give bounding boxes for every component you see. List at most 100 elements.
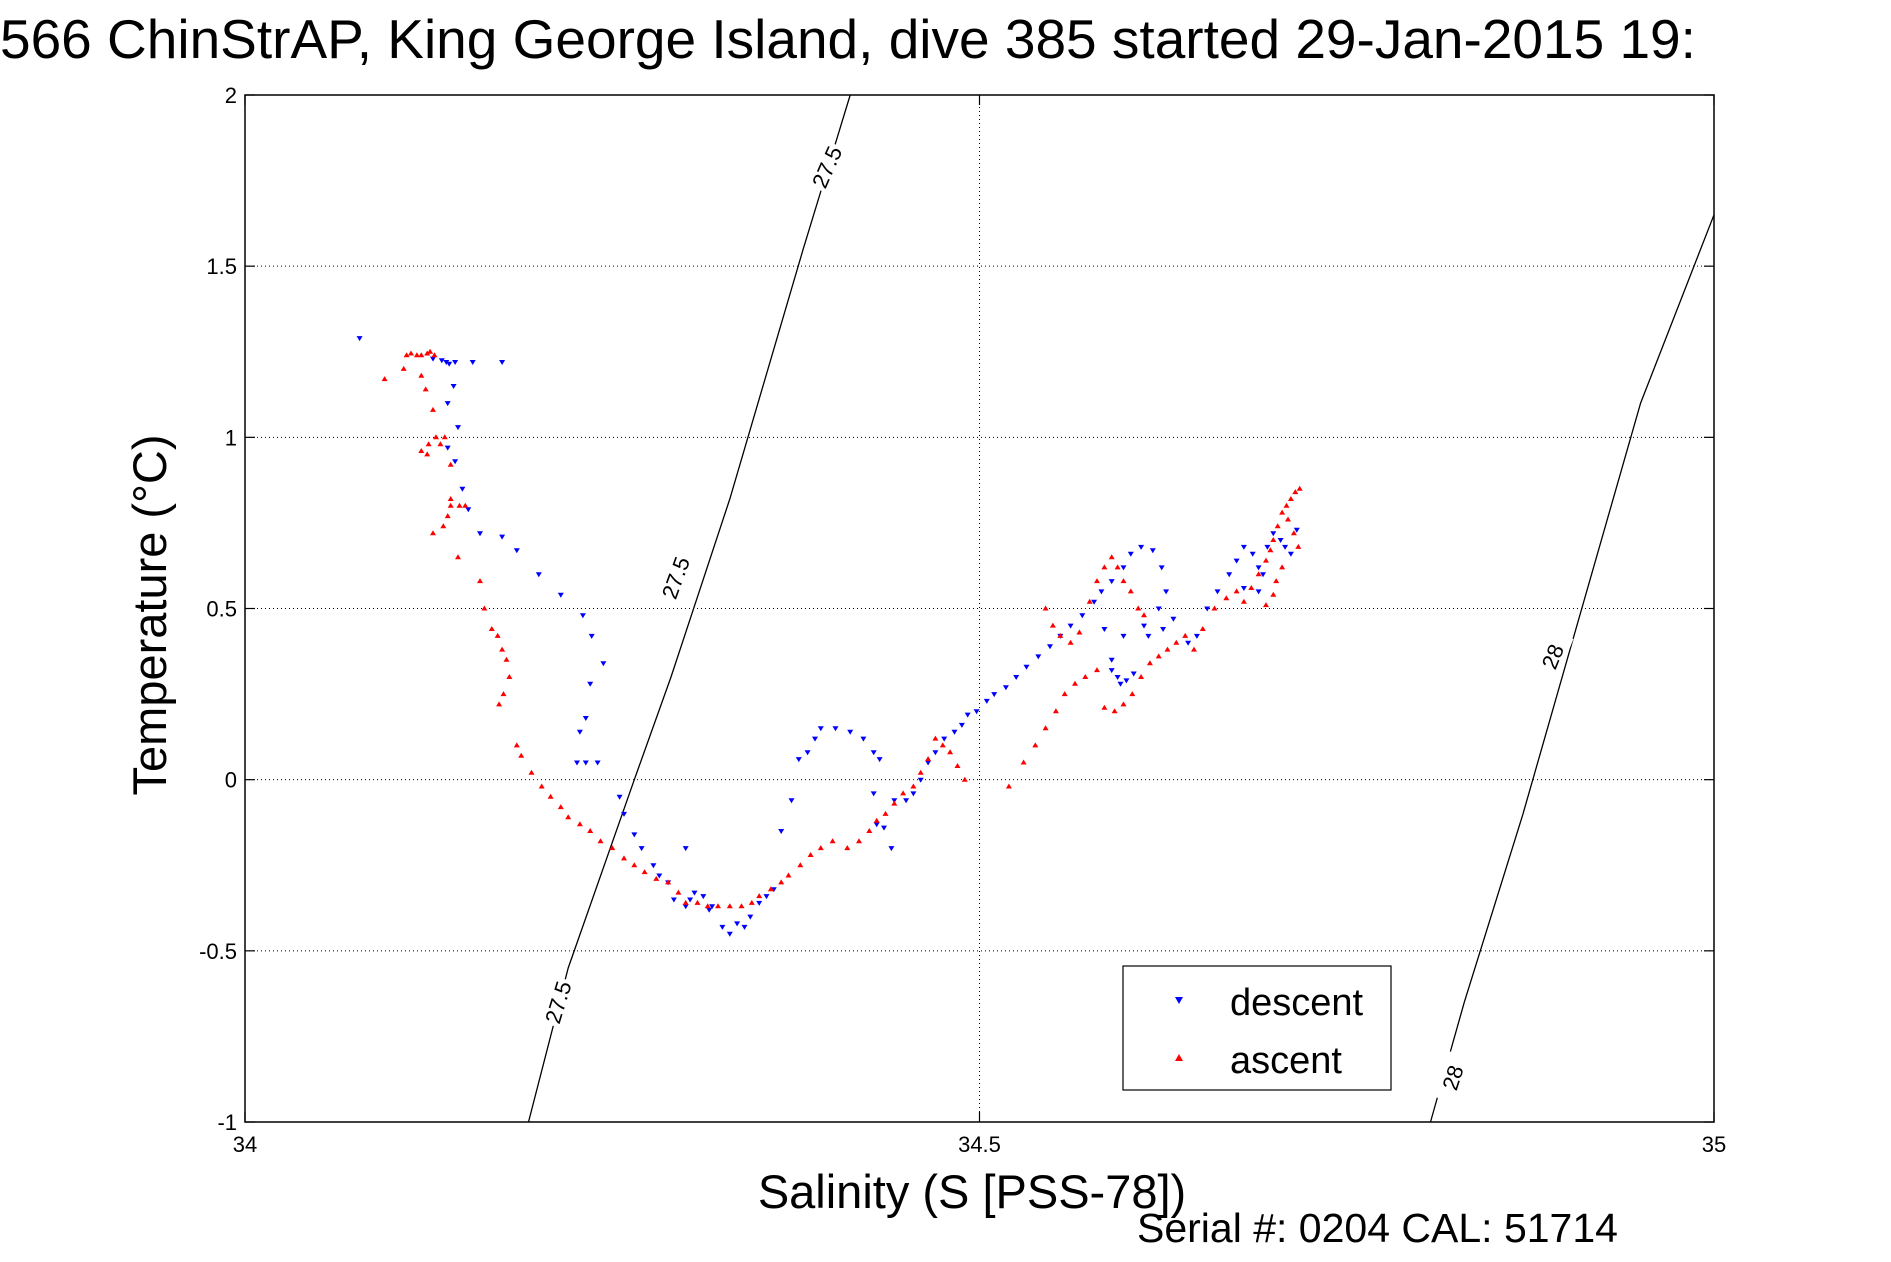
- ascent-point: [631, 862, 638, 868]
- ascent-point: [462, 502, 469, 508]
- ascent-point: [900, 790, 907, 796]
- ascent-point: [1146, 660, 1153, 666]
- descent-point: [1145, 633, 1152, 639]
- descent-point: [557, 592, 564, 598]
- ascent-point: [1129, 691, 1136, 697]
- descent-point: [870, 791, 877, 797]
- ascent-point: [1067, 639, 1074, 645]
- ascent-point: [496, 701, 503, 707]
- descent-point: [1117, 681, 1124, 687]
- descent-point: [430, 356, 436, 362]
- descent-point: [1108, 579, 1115, 585]
- descent-point: [1108, 668, 1115, 674]
- descent-point: [1108, 657, 1115, 663]
- ascent-point: [444, 513, 451, 519]
- ascent-point: [1135, 605, 1142, 611]
- contour-label-bg: [654, 550, 696, 605]
- descent-point: [576, 729, 583, 735]
- descent-point: [795, 757, 802, 763]
- descent-point: [1255, 565, 1262, 571]
- ascent-point: [1287, 496, 1294, 501]
- ascent-point: [1020, 759, 1027, 765]
- legend-ascent-label: ascent: [1230, 1040, 1342, 1082]
- descent-point: [1240, 544, 1247, 550]
- ascent-point: [506, 674, 513, 679]
- descent-point: [1013, 675, 1020, 680]
- descent-point: [1035, 654, 1042, 660]
- ascent-point: [597, 838, 604, 844]
- descent-point: [588, 633, 595, 639]
- ascent-point: [947, 749, 954, 755]
- ascent-point: [778, 879, 785, 885]
- ascent-point: [488, 626, 495, 631]
- descent-point: [917, 777, 924, 783]
- descent-point: [682, 904, 689, 910]
- ascent-point: [447, 496, 454, 501]
- descent-point: [446, 361, 453, 367]
- descent-point: [1277, 538, 1284, 543]
- ascent-point: [456, 502, 463, 508]
- ascent-point: [1120, 578, 1127, 584]
- ascent-point: [425, 441, 432, 447]
- descent-point: [1293, 527, 1300, 533]
- ascent-point: [807, 852, 814, 857]
- descent-point: [535, 572, 542, 578]
- descent-point: [1067, 623, 1074, 629]
- descent-point: [1233, 558, 1240, 564]
- ascent-point: [1270, 591, 1277, 597]
- contour-line-28: [1429, 214, 1715, 1123]
- ascent-point: [408, 350, 414, 356]
- y-tick-label: 2: [225, 83, 237, 108]
- ascent-point: [797, 862, 804, 868]
- descent-point: [621, 811, 627, 817]
- descent-point: [450, 384, 457, 389]
- descent-point: [983, 698, 990, 704]
- ascent-point: [557, 804, 564, 810]
- descent-point: [452, 360, 459, 365]
- ascent-point: [856, 838, 862, 844]
- descent-point: [1255, 589, 1262, 595]
- ascent-point: [1248, 585, 1255, 590]
- descent-point: [910, 791, 917, 797]
- descent-point: [582, 760, 589, 766]
- ascent-point: [1292, 489, 1299, 495]
- ascent-point: [1290, 530, 1297, 536]
- ascent-point: [403, 352, 410, 358]
- descent-point: [763, 894, 770, 900]
- x-axis-label: Salinity (S [PSS-78]): [758, 1165, 1186, 1218]
- ascent-point: [430, 406, 436, 412]
- descent-point: [1282, 544, 1289, 550]
- ascent-point: [1240, 598, 1247, 604]
- descent-point: [574, 760, 580, 766]
- legend: descent ascent: [1122, 965, 1392, 1091]
- ascent-point: [829, 838, 836, 844]
- ascent-point: [499, 646, 506, 652]
- ascent-point: [882, 810, 889, 816]
- ascent-point: [1061, 691, 1068, 697]
- descent-point: [356, 336, 363, 342]
- legend-ascent-marker: [1175, 1054, 1183, 1061]
- descent-point: [1101, 627, 1108, 632]
- ascent-point: [961, 776, 968, 782]
- ascent-point: [1057, 632, 1064, 638]
- ascent-point: [1279, 564, 1286, 570]
- ascent-point: [576, 821, 583, 827]
- ascent-point: [587, 828, 594, 833]
- descent-point: [638, 846, 645, 852]
- descent-point: [860, 736, 867, 742]
- descent-point: [973, 709, 980, 715]
- descent-point: [706, 907, 713, 913]
- descent-point: [903, 798, 910, 804]
- descent-point: [1091, 599, 1098, 605]
- descent-point: [778, 829, 785, 834]
- ascent-point: [1076, 629, 1083, 635]
- descent-point: [1214, 589, 1221, 595]
- descent-point: [1155, 606, 1162, 612]
- descent-point: [804, 750, 811, 756]
- ascent-point: [1273, 578, 1280, 584]
- ascent-point: [621, 855, 627, 861]
- ascent-point: [447, 461, 454, 467]
- contour-label-bg: [538, 975, 578, 1029]
- descent-point: [888, 846, 895, 852]
- descent-point: [682, 846, 689, 852]
